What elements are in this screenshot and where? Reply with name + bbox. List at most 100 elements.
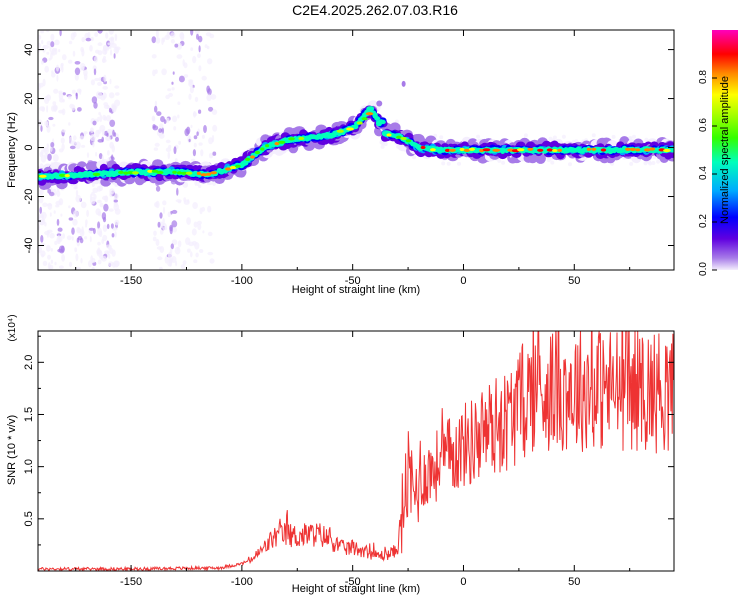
colorbar-tick-label: 0.4 (698, 166, 709, 180)
noise-speckle (91, 96, 98, 104)
noise-speckle (97, 247, 101, 255)
noise-speckle (46, 94, 51, 101)
noise-speckle (208, 137, 214, 145)
noise-speckle (108, 92, 115, 99)
noise-speckle (190, 158, 196, 162)
noise-speckle (200, 149, 204, 157)
noise-speckle (95, 208, 101, 216)
noise-speckle (62, 92, 66, 96)
noise-speckle (176, 54, 183, 59)
noise-speckle (39, 197, 44, 204)
noise-speckle (171, 87, 175, 91)
noise-speckle (163, 119, 167, 124)
noise-speckle (42, 148, 48, 152)
y-tick-label: -20 (23, 189, 35, 205)
noise-speckle (196, 33, 199, 40)
noise-speckle (39, 189, 42, 196)
noise-speckle (112, 129, 115, 137)
noise-speckle (643, 161, 648, 166)
ridge-peak-cell (278, 140, 286, 144)
noise-speckle (561, 134, 566, 139)
noise-speckle (167, 88, 172, 92)
noise-speckle (55, 204, 60, 208)
noise-speckle (188, 138, 191, 143)
noise-speckle (99, 114, 103, 123)
ridge-peak-cell (39, 174, 47, 178)
ridge-peak-cell (123, 171, 129, 175)
noise-speckle (106, 133, 109, 137)
noise-speckle (54, 105, 58, 111)
noise-speckle (206, 182, 213, 186)
x-tick-label: -100 (231, 576, 253, 588)
noise-speckle (172, 71, 175, 75)
noise-speckle (198, 35, 203, 43)
noise-speckle (85, 37, 92, 42)
noise-speckle (56, 190, 61, 197)
noise-speckle (159, 123, 164, 129)
noise-speckle (93, 68, 97, 76)
noise-speckle (155, 200, 160, 209)
noise-speckle (108, 30, 114, 35)
noise-speckle (114, 99, 121, 107)
noise-speckle (208, 152, 214, 159)
noise-speckle (159, 229, 164, 235)
noise-speckle (97, 91, 103, 100)
noise-speckle (183, 74, 189, 78)
noise-speckle (50, 259, 54, 264)
noise-speckle (207, 205, 212, 213)
noise-speckle (111, 103, 116, 109)
ridge-peak-cell (210, 171, 217, 175)
noise-speckle (172, 227, 177, 233)
noise-speckle (174, 43, 179, 48)
noise-speckle (38, 212, 41, 221)
noise-speckle (166, 117, 170, 123)
snr-frame (37, 330, 675, 572)
noise-speckle (162, 206, 166, 214)
noise-speckle (69, 103, 74, 109)
noise-speckle (41, 211, 47, 220)
noise-speckle (75, 141, 81, 150)
ridge-peak-cell (546, 148, 554, 152)
noise-speckle (42, 78, 46, 87)
noise-speckle (207, 58, 213, 65)
noise-speckle (178, 140, 182, 145)
noise-speckle (186, 217, 192, 225)
noise-speckle (90, 133, 96, 142)
ridge-cell (374, 116, 380, 121)
noise-speckle (106, 115, 111, 122)
noise-speckle (44, 120, 49, 127)
ridge-peak-cell (405, 139, 412, 143)
noise-speckle (177, 240, 182, 248)
noise-speckle (380, 140, 385, 145)
snr-panel: -150 -100 -50 0 50 0.5 1.0 1.5 2.0 Height of str… (6, 314, 675, 595)
ridge-peak-cell (172, 170, 177, 174)
noise-speckle (60, 62, 64, 67)
noise-speckle (104, 250, 111, 255)
x-tick-label: -50 (345, 275, 361, 287)
noise-speckle (184, 128, 190, 137)
noise-speckle (628, 136, 633, 141)
noise-speckle (52, 101, 57, 106)
noise-speckle (102, 216, 107, 223)
noise-speckle (76, 237, 80, 243)
noise-speckle (51, 72, 56, 78)
noise-speckle (185, 237, 191, 246)
noise-speckle (62, 98, 65, 103)
noise-speckle (41, 60, 44, 65)
noise-speckle (108, 45, 112, 50)
noise-speckle (173, 146, 177, 155)
noise-speckle (192, 55, 197, 64)
noise-speckle (611, 134, 616, 139)
noise-speckle (75, 92, 78, 97)
noise-speckle (81, 66, 85, 71)
noise-speckle (166, 31, 170, 39)
noise-speckle (176, 246, 180, 251)
noise-speckle (90, 127, 94, 133)
noise-speckle (45, 244, 51, 252)
noise-speckle (151, 115, 156, 122)
noise-speckle (550, 160, 555, 165)
noise-speckle (102, 58, 107, 63)
ridge-peak-cell (176, 171, 182, 175)
noise-speckle (192, 202, 198, 209)
